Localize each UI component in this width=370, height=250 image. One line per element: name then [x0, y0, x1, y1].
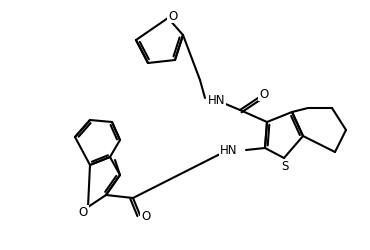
Text: HN: HN	[219, 144, 237, 156]
Text: HN: HN	[208, 94, 225, 106]
Text: S: S	[281, 160, 289, 172]
Text: O: O	[141, 210, 151, 224]
Text: O: O	[259, 88, 269, 101]
Text: O: O	[78, 206, 88, 218]
Text: O: O	[168, 10, 178, 22]
